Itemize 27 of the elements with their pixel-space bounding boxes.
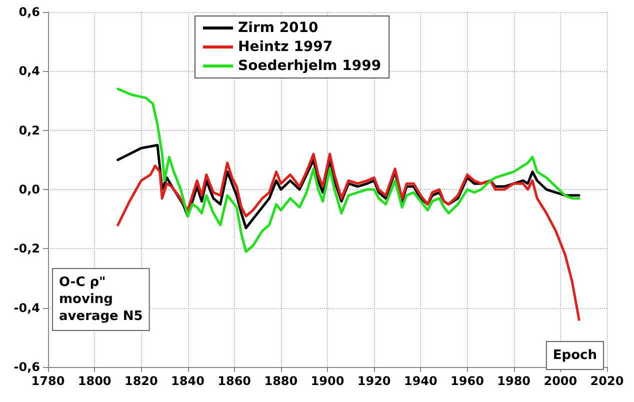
x-tick-label: 1800 [78,374,112,388]
x-tick-label: 1780 [31,374,65,388]
x-tick-label: 1860 [218,374,252,388]
y-tick-label: 0,4 [18,64,40,78]
y-tick-label: -0,4 [14,300,40,315]
y-tick-label: 0,0 [18,182,40,196]
line-series [116,88,580,253]
x-tick-label: 1880 [264,374,298,388]
x-tick-label: 1840 [171,374,204,388]
y-tick-label: 0,2 [18,123,40,138]
x-tick-label: 1980 [497,374,531,388]
x-tick-label: 1820 [124,374,158,388]
x-tick-label: 1960 [450,374,484,388]
y-axis-title: O-C ρ" moving average N5 [59,275,143,324]
y-tick-label: 0,6 [18,5,40,19]
y-tick-label: -0,6 [14,360,40,374]
legend-label: Zirm 2010 [238,20,319,36]
line-series [116,152,580,321]
legend-label: Heintz 1997 [238,39,333,55]
x-tick-label: 2020 [590,374,624,388]
x-tick-label: 1920 [357,374,391,388]
x-tick-label: 2000 [544,374,578,388]
x-tick-label: 1940 [404,374,438,388]
x-axis-title: Epoch [552,348,597,363]
legend-label: Soederhjelm 1999 [238,58,382,74]
x-tick-label: 1900 [310,374,344,388]
y-tick-label: -0,2 [14,242,40,256]
